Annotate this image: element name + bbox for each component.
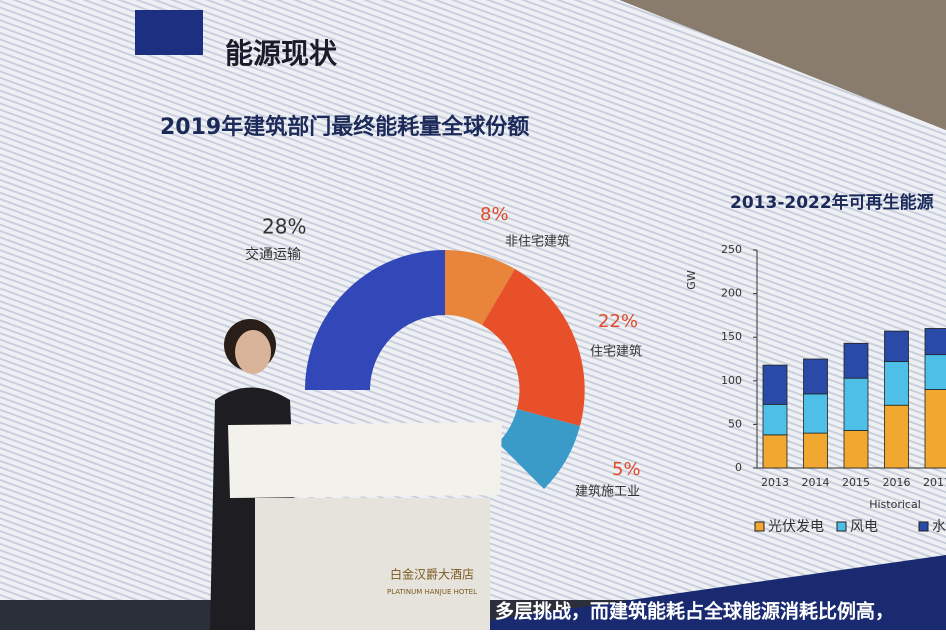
caption-band (420, 555, 946, 630)
bar-segment (843, 430, 869, 469)
bar-segment (762, 364, 788, 405)
segment-construction (498, 409, 580, 489)
bar-segment (762, 403, 788, 436)
donut-label: 建筑施工业 (575, 484, 640, 500)
bar-segment (884, 404, 909, 469)
y-tick-label: 100 (721, 374, 742, 387)
segment-transport (305, 250, 445, 390)
donut-title: 2019年建筑部门最终能耗量全球份额 (160, 114, 529, 140)
legend-label: 水力 (932, 519, 946, 535)
bar-segment (803, 432, 828, 469)
caption: 多层挑战，而建筑能耗占全球能源消耗比例高， (495, 600, 894, 623)
y-tick-label: 150 (721, 330, 742, 343)
bar-segment (924, 389, 946, 469)
face (235, 330, 271, 374)
x-tick-label: 2017 (923, 476, 946, 489)
segment-residential (482, 269, 585, 426)
donut-pct: 22% (598, 311, 638, 332)
x-tick-label: 2015 (842, 476, 870, 489)
legend-swatch (918, 521, 929, 532)
podium: 白金汉爵大酒店 PLATINUM HANJUE HOTEL (228, 422, 502, 630)
legend-label: 光伏发电 (768, 519, 824, 535)
donut-label: 交通运输 (245, 246, 301, 263)
bar-segment (884, 330, 909, 363)
bar-segment (924, 354, 946, 390)
header-block (135, 10, 203, 55)
bar-segment (843, 342, 869, 379)
y-tick-label: 0 (735, 461, 742, 474)
x-tick-label: 2016 (883, 476, 911, 489)
segment-nonresidential (445, 250, 515, 325)
bar-chart: 2013-2022年可再生能源 GW Historical 0 50 100 150 2… (685, 192, 946, 535)
y-tick-label: 250 (721, 243, 742, 256)
y-axis-label: GW (685, 270, 698, 290)
podium-base (255, 498, 490, 630)
donut-pct: 28% (262, 215, 306, 239)
donut-pct: 8% (480, 204, 509, 225)
donut-label: 住宅建筑 (590, 344, 642, 360)
bar-segment (803, 358, 828, 395)
legend-swatch (836, 521, 847, 532)
bar-segment (803, 393, 828, 434)
donut (305, 250, 585, 489)
bar-segment (843, 377, 869, 431)
bar-segment (884, 361, 909, 406)
hotel-name-en: PLATINUM HANJUE HOTEL (387, 588, 477, 596)
x-axis-label: Historical (869, 498, 921, 511)
podium-top (228, 422, 502, 498)
x-tick-label: 2014 (802, 476, 830, 489)
chart-title: 2013-2022年可再生能源 (730, 192, 934, 213)
hotel-name: 白金汉爵大酒店 (390, 567, 474, 582)
bar-segment (762, 434, 788, 469)
x-tick-label: 2013 (761, 476, 789, 489)
donut-pct: 5% (612, 459, 641, 480)
y-tick-label: 200 (721, 287, 742, 300)
slide-header: 能源现状 (225, 37, 338, 70)
legend-swatch (754, 521, 765, 532)
ceiling (620, 0, 946, 130)
y-tick-label: 50 (728, 417, 742, 430)
legend-label: 风电 (850, 519, 878, 535)
bar-segment (924, 328, 946, 356)
donut-label: 非住宅建筑 (505, 234, 570, 250)
